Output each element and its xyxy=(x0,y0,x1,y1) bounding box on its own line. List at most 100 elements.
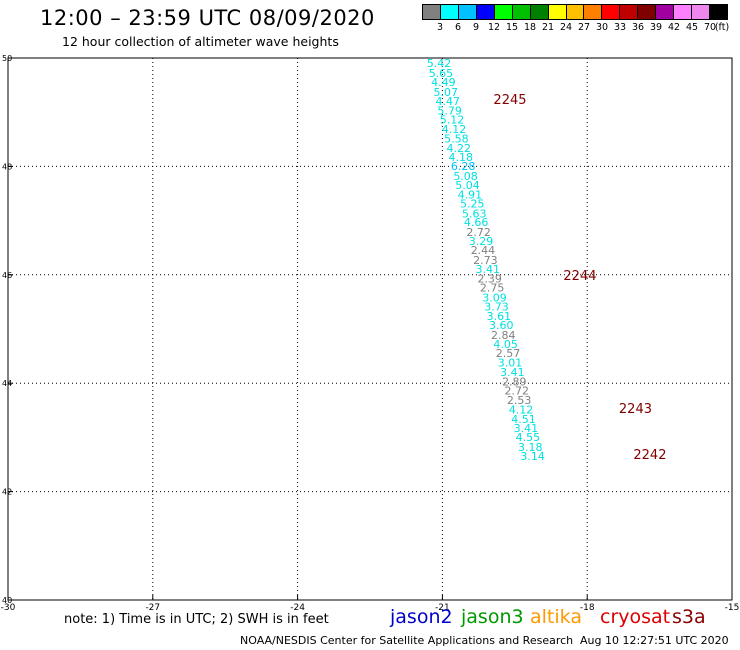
wave-height-value: 5.79 xyxy=(437,104,462,117)
wave-height-value: 4.49 xyxy=(431,76,456,89)
color-swatch xyxy=(638,5,657,19)
lat-tick-label: 42 xyxy=(2,488,12,497)
wave-height-value: 5.12 xyxy=(440,114,465,127)
color-scale-tick: 42 xyxy=(667,22,681,33)
color-swatch xyxy=(440,5,459,19)
wave-height-value: 4.91 xyxy=(458,188,483,201)
wave-height-value: 2.84 xyxy=(491,329,516,342)
page-subtitle: 12 hour collection of altimeter wave hei… xyxy=(62,34,339,49)
wave-height-value: 6.28 xyxy=(451,160,476,173)
wave-height-value: 2.44 xyxy=(471,244,496,257)
wave-height-value: 3.41 xyxy=(500,366,525,379)
color-scale-tick: 36 xyxy=(631,22,645,33)
color-scale-tick: 45 xyxy=(685,22,699,33)
wave-height-value: 2.72 xyxy=(504,385,529,398)
mission-jason2: jason2 xyxy=(390,606,453,628)
wave-height-value: 2.75 xyxy=(480,282,505,295)
color-scale-tick: 27 xyxy=(577,22,591,33)
color-swatch xyxy=(710,5,727,19)
mission-jason3: jason3 xyxy=(461,606,524,628)
wave-height-value: 4.66 xyxy=(464,216,489,229)
wave-height-value: 3.14 xyxy=(520,450,545,463)
wave-height-value: 5.08 xyxy=(453,170,478,183)
lon-tick-label: -15 xyxy=(725,603,740,613)
color-swatch xyxy=(602,5,621,19)
pass-time-label: 2243 xyxy=(619,402,652,417)
wave-height-value: 4.05 xyxy=(493,338,518,351)
wave-height-value: 2.57 xyxy=(496,347,521,360)
color-swatch xyxy=(674,5,693,19)
wave-height-value: 4.51 xyxy=(511,413,536,426)
lon-tick-label: -27 xyxy=(145,603,160,613)
wave-height-value: 3.09 xyxy=(482,291,507,304)
color-scale-tick: 3 xyxy=(436,22,444,33)
wave-height-value: 5.63 xyxy=(462,207,487,220)
page-title: 12:00 – 23:59 UTC 08/09/2020 xyxy=(40,6,375,30)
color-swatch xyxy=(476,5,495,19)
color-scale-swatches xyxy=(422,4,728,20)
color-swatch xyxy=(566,5,585,19)
color-scale-tick: 15 xyxy=(505,22,519,33)
wave-height-value: 5.04 xyxy=(455,179,480,192)
color-scale-tick: 6 xyxy=(454,22,462,33)
pass-time-label: 2245 xyxy=(493,93,526,108)
wave-height-value: 4.18 xyxy=(448,151,473,164)
color-swatch xyxy=(620,5,639,19)
wave-height-value: 5.65 xyxy=(429,67,454,80)
map-frame xyxy=(7,57,733,601)
color-scale-tick: 9 xyxy=(472,22,480,33)
wave-height-value: 4.22 xyxy=(447,142,472,155)
wave-height-value: 5.25 xyxy=(460,198,485,211)
wave-height-value: 5.42 xyxy=(427,57,452,70)
color-swatch xyxy=(458,5,477,19)
color-swatch xyxy=(656,5,675,19)
wave-height-value: 2.72 xyxy=(466,226,491,239)
wave-height-value: 3.61 xyxy=(487,310,512,323)
mission-altika: altika xyxy=(530,606,582,628)
lon-tick-label: -18 xyxy=(580,603,595,613)
color-scale-tick: 30 xyxy=(595,22,609,33)
wave-height-value: 4.12 xyxy=(509,404,534,417)
wave-height-value: 3.29 xyxy=(469,235,494,248)
wave-height-value: 3.73 xyxy=(484,301,509,314)
wave-height-value: 5.58 xyxy=(444,133,469,146)
color-scale-tick: 21 xyxy=(541,22,555,33)
lat-tick-label: 40 xyxy=(2,596,12,605)
wave-height-value: 3.60 xyxy=(489,319,514,332)
lon-tick-label: -30 xyxy=(1,603,16,613)
color-swatch xyxy=(512,5,531,19)
color-swatch xyxy=(548,5,567,19)
mission-s3a: s3a xyxy=(672,606,706,628)
color-swatch xyxy=(530,5,549,19)
wave-height-value: 3.01 xyxy=(498,356,523,369)
color-swatch xyxy=(692,5,710,19)
color-scale-tick: 24 xyxy=(559,22,573,33)
wave-height-value: 5.07 xyxy=(434,86,459,99)
lat-tick-label: 46 xyxy=(2,271,12,280)
timestamp: Aug 10 12:27:51 UTC 2020 xyxy=(580,634,729,647)
color-scale-unit: (ft) xyxy=(714,22,730,33)
mission-cryosat: cryosat xyxy=(600,606,671,628)
wave-height-value: 4.47 xyxy=(435,95,460,108)
wave-height-value: 2.89 xyxy=(502,375,527,388)
wave-height-value: 2.53 xyxy=(507,394,532,407)
color-swatch xyxy=(494,5,513,19)
color-scale: 3 6 9 12 15 18 21 24 27 30 33 36 39 42 45 70 (ft) xyxy=(422,4,730,40)
pass-time-label: 2244 xyxy=(563,269,596,284)
footer-note: note: 1) Time is in UTC; 2) SWH is in fe… xyxy=(64,612,329,627)
color-scale-tick: 12 xyxy=(487,22,501,33)
credit-line: NOAA/NESDIS Center for Satellite Applica… xyxy=(240,634,574,647)
color-scale-tick: 18 xyxy=(523,22,537,33)
color-scale-tick: 39 xyxy=(649,22,663,33)
wave-height-value: 3.18 xyxy=(518,441,543,454)
lat-tick-label: 50 xyxy=(2,54,12,63)
lat-tick-label: 44 xyxy=(2,379,12,388)
wave-height-value: 4.12 xyxy=(442,123,467,136)
color-scale-tick: 33 xyxy=(613,22,627,33)
color-swatch xyxy=(584,5,603,19)
color-scale-tick: 70 xyxy=(703,22,717,33)
lon-tick-label: -24 xyxy=(290,603,305,613)
color-scale-ticks: 3 6 9 12 15 18 21 24 27 30 33 36 39 42 45 70 (ft) xyxy=(422,20,730,34)
wave-height-value: 3.41 xyxy=(514,422,539,435)
